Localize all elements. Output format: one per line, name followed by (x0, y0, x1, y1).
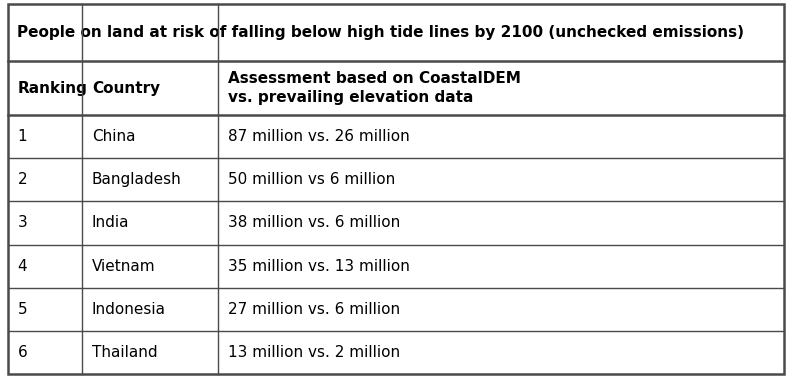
Text: 38 million vs. 6 million: 38 million vs. 6 million (228, 215, 400, 231)
Text: Ranking: Ranking (17, 81, 87, 96)
Text: 2: 2 (17, 172, 27, 187)
Text: 5: 5 (17, 302, 27, 317)
Text: 4: 4 (17, 259, 27, 274)
Text: 6: 6 (17, 345, 27, 360)
Text: Vietnam: Vietnam (92, 259, 155, 274)
Text: 13 million vs. 2 million: 13 million vs. 2 million (228, 345, 400, 360)
Text: Assessment based on CoastalDEM
vs. prevailing elevation data: Assessment based on CoastalDEM vs. preva… (228, 71, 520, 105)
Text: Indonesia: Indonesia (92, 302, 166, 317)
Text: Thailand: Thailand (92, 345, 158, 360)
Text: 3: 3 (17, 215, 27, 231)
Text: 35 million vs. 13 million: 35 million vs. 13 million (228, 259, 409, 274)
Text: India: India (92, 215, 129, 231)
Text: 27 million vs. 6 million: 27 million vs. 6 million (228, 302, 400, 317)
Text: People on land at risk of falling below high tide lines by 2100 (unchecked emiss: People on land at risk of falling below … (17, 25, 744, 40)
Text: Bangladesh: Bangladesh (92, 172, 181, 187)
Text: Country: Country (92, 81, 160, 96)
Text: 87 million vs. 26 million: 87 million vs. 26 million (228, 129, 409, 144)
Text: 50 million vs 6 million: 50 million vs 6 million (228, 172, 395, 187)
Text: China: China (92, 129, 135, 144)
Text: 1: 1 (17, 129, 27, 144)
